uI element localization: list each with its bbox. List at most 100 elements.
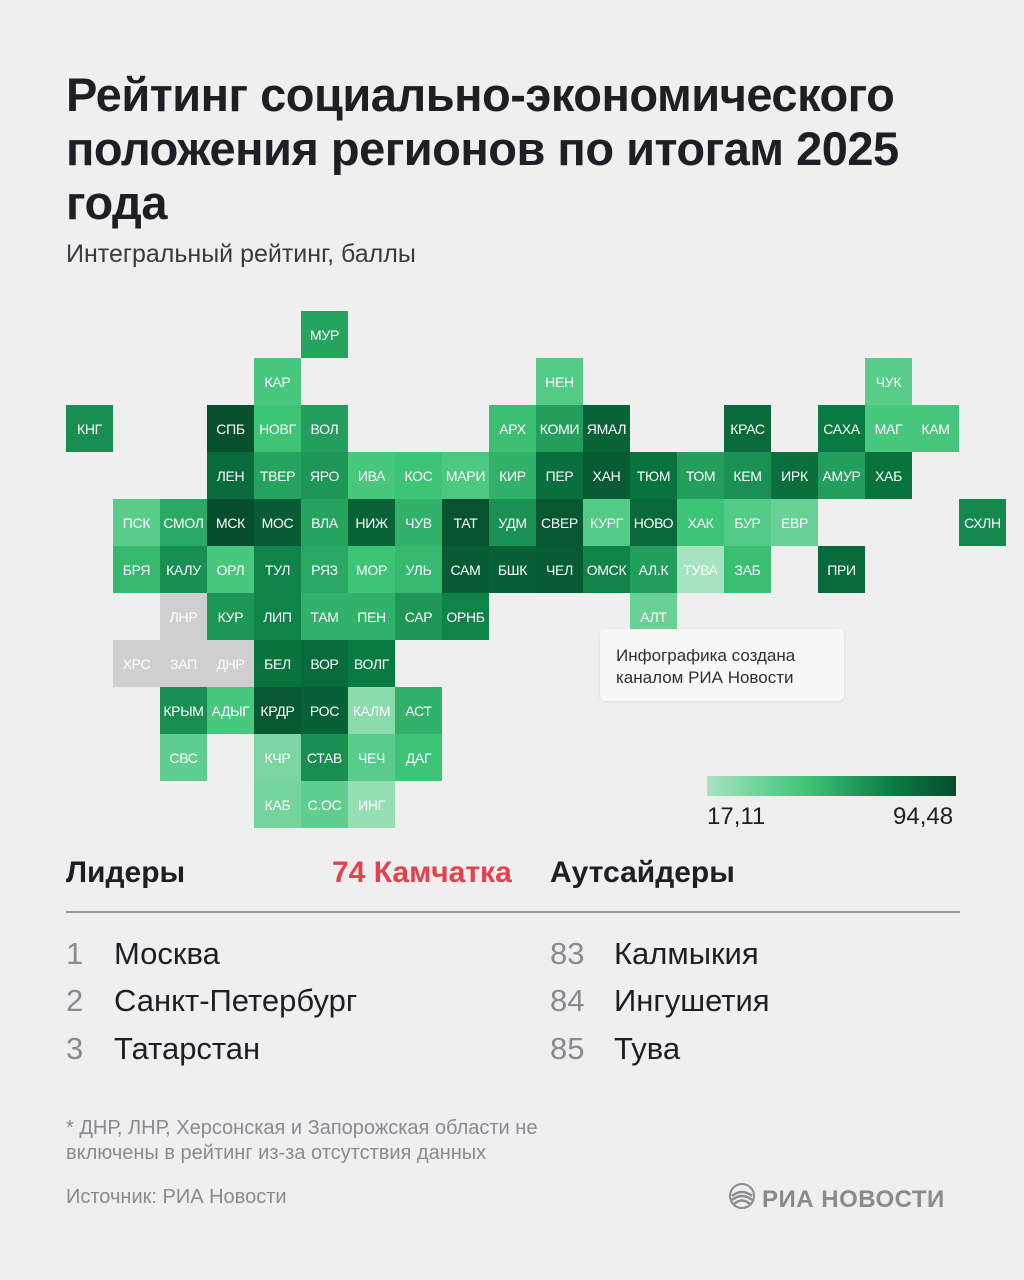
region-tile: ИНГ [348,781,395,828]
highlight-region: 74 Камчатка [332,856,512,889]
rank-number: 84 [550,983,585,1018]
rank-number: 1 [66,936,84,971]
region-tile: ТОМ [677,452,724,499]
region-tile: ВОР [301,640,348,687]
region-tile: ИВА [348,452,395,499]
region-tile: ЧЕЧ [348,734,395,781]
region-tile: КУРГ [583,499,630,546]
region-tile: ВОЛГ [348,640,395,687]
region-name: Москва [114,936,220,971]
outsider-row: 84 Ингушетия [550,983,960,1023]
region-tile: ХРС [113,640,160,687]
region-tile: БЕЛ [254,640,301,687]
region-tile: С.ОС [301,781,348,828]
region-tile: ТАТ [442,499,489,546]
region-tile: СТАВ [301,734,348,781]
region-tile: ЕВР [771,499,818,546]
region-tile: НЕН [536,358,583,405]
region-tile: АМУР [818,452,865,499]
footnote: * ДНР, ЛНР, Херсонская и Запорожская обл… [66,1117,538,1164]
region-tile: ЛЕН [207,452,254,499]
outsider-row: 85 Тува [550,1031,960,1071]
region-tile: МСК [207,499,254,546]
leader-row: 1 Москва [66,936,506,976]
region-tile: КИР [489,452,536,499]
region-tile: ХАК [677,499,724,546]
region-tile: ТУЛ [254,546,301,593]
region-tile: УЛЬ [395,546,442,593]
region-tile: ТУВА [677,546,724,593]
source-credit: Источник: РИА Новости [66,1186,287,1208]
region-tile: ДАГ [395,734,442,781]
region-tile: ВЛА [301,499,348,546]
region-tile: КАЛУ [160,546,207,593]
region-tile: УДМ [489,499,536,546]
region-tile: КУР [207,593,254,640]
region-name: Тува [614,1031,681,1066]
region-tile: КАМ [912,405,959,452]
outsiders-heading: Аутсайдеры [550,856,735,889]
ria-logo-text: РИА НОВОСТИ [762,1185,945,1213]
region-tile: ТАМ [301,593,348,640]
region-name: Санкт-Петербург [114,983,358,1018]
region-tile: КНГ [66,405,113,452]
region-tile: МАГ [865,405,912,452]
region-tile: ПЕР [536,452,583,499]
leader-row: 3 Татарстан [66,1031,506,1071]
region-tile: МАРИ [442,452,489,499]
color-scale-bar [707,776,956,796]
legend-min-label: 17,11 [707,803,766,830]
region-tile: КЧР [254,734,301,781]
region-tile: НИЖ [348,499,395,546]
region-tile: САХА [818,405,865,452]
region-tile: САМ [442,546,489,593]
region-tile: ДНР [207,640,254,687]
region-tile: КАЛМ [348,687,395,734]
ria-logo: РИА НОВОСТИ [728,1182,945,1217]
region-tile: СВЕР [536,499,583,546]
region-tile: КЕМ [724,452,771,499]
region-tile: БУР [724,499,771,546]
region-tile: НОВГ [254,405,301,452]
region-tile: ХАН [583,452,630,499]
region-tile: КОМИ [536,405,583,452]
region-tile: ТВЕР [254,452,301,499]
region-tile: АЛ.К [630,546,677,593]
region-tile: РОС [301,687,348,734]
region-tile: ЛИП [254,593,301,640]
leaders-heading: Лидеры [66,856,186,889]
region-tile: ХАБ [865,452,912,499]
chart-subtitle: Интегральный рейтинг, баллы [66,240,416,268]
region-name: Ингушетия [614,983,770,1018]
region-tile: ОРНБ [442,593,489,640]
region-tile: ИРК [771,452,818,499]
region-tile: ОРЛ [207,546,254,593]
region-tile: САР [395,593,442,640]
region-tile: ЧУВ [395,499,442,546]
region-tile: ЗАП [160,640,207,687]
region-tile: ТЮМ [630,452,677,499]
region-tile: ПЕН [348,593,395,640]
region-tile: ПРИ [818,546,865,593]
region-tile: КРАС [724,405,771,452]
chart-title: Рейтинг социально-экономического положен… [66,68,899,229]
region-tile: ВОЛ [301,405,348,452]
rank-number: 3 [66,1031,84,1066]
region-tile: МОР [348,546,395,593]
region-tile: ПСК [113,499,160,546]
region-tile: ОМСК [583,546,630,593]
region-tile: КАБ [254,781,301,828]
region-tile: СХЛН [959,499,1006,546]
region-tile: ЧЕЛ [536,546,583,593]
region-tile: РЯЗ [301,546,348,593]
region-tile: АСТ [395,687,442,734]
divider [66,911,960,913]
region-tile: ЛНР [160,593,207,640]
ria-logo-icon [728,1182,756,1217]
region-tile: КРЫМ [160,687,207,734]
leader-row: 2 Санкт-Петербург [66,983,506,1023]
region-tile: БШК [489,546,536,593]
region-tile: КРДР [254,687,301,734]
region-tile: МУР [301,311,348,358]
rank-number: 2 [66,983,84,1018]
